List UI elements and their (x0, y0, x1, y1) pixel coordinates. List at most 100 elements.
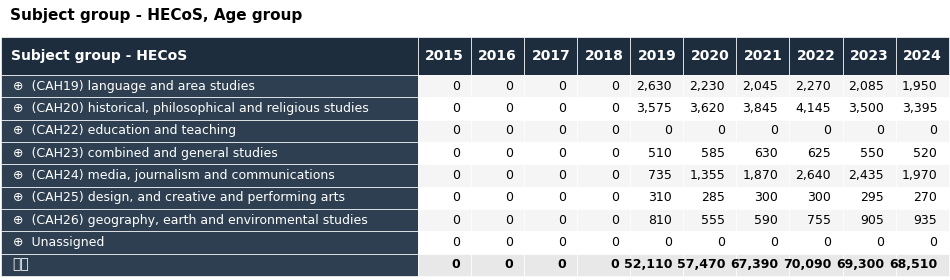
Text: 2023: 2023 (849, 49, 888, 63)
Text: 510: 510 (648, 146, 672, 160)
Text: 0: 0 (452, 191, 460, 204)
Bar (578, 209, 631, 231)
Bar (843, 186, 896, 209)
Bar (631, 38, 683, 75)
Bar (631, 231, 683, 253)
Bar (1, 209, 418, 231)
Text: 0: 0 (876, 236, 884, 249)
Text: 630: 630 (754, 146, 778, 160)
Text: 550: 550 (860, 146, 884, 160)
Bar (418, 186, 471, 209)
Text: 905: 905 (861, 214, 884, 227)
Bar (631, 253, 683, 276)
Bar (843, 75, 896, 97)
Bar (578, 142, 631, 164)
Bar (631, 209, 683, 231)
Bar (736, 253, 789, 276)
Bar (896, 186, 949, 209)
Bar (896, 209, 949, 231)
Bar (524, 231, 578, 253)
Bar (471, 186, 524, 209)
Text: 0: 0 (452, 102, 460, 115)
Text: 0: 0 (823, 124, 831, 137)
Bar (418, 38, 471, 75)
Text: 0: 0 (929, 124, 938, 137)
Bar (683, 97, 736, 120)
Text: 0: 0 (717, 124, 725, 137)
Text: 2,230: 2,230 (690, 80, 725, 92)
Text: ⊕  (CAH19) language and area studies: ⊕ (CAH19) language and area studies (12, 80, 255, 92)
Bar (578, 253, 631, 276)
Bar (524, 164, 578, 186)
Bar (578, 38, 631, 75)
Text: 300: 300 (754, 191, 778, 204)
Text: 0: 0 (504, 236, 513, 249)
Text: 2015: 2015 (426, 49, 465, 63)
Text: 755: 755 (808, 214, 831, 227)
Text: 2,270: 2,270 (795, 80, 831, 92)
Bar (736, 231, 789, 253)
Bar (471, 120, 524, 142)
Text: 0: 0 (611, 169, 619, 182)
Bar (896, 164, 949, 186)
Bar (524, 253, 578, 276)
Bar (896, 120, 949, 142)
Text: 810: 810 (648, 214, 672, 227)
Bar (736, 209, 789, 231)
Text: 0: 0 (611, 236, 619, 249)
Bar (631, 97, 683, 120)
Text: 300: 300 (808, 191, 831, 204)
Text: ⊕  (CAH23) combined and general studies: ⊕ (CAH23) combined and general studies (12, 146, 277, 160)
Text: 0: 0 (504, 102, 513, 115)
Bar (1, 186, 418, 209)
Bar (578, 120, 631, 142)
Text: 0: 0 (558, 124, 566, 137)
Bar (524, 142, 578, 164)
Text: 0: 0 (452, 124, 460, 137)
Bar (418, 97, 471, 120)
Bar (524, 38, 578, 75)
Text: 0: 0 (770, 124, 778, 137)
Text: 0: 0 (876, 124, 884, 137)
Bar (471, 209, 524, 231)
Text: 1,355: 1,355 (690, 169, 725, 182)
Text: 555: 555 (701, 214, 725, 227)
Bar (471, 142, 524, 164)
Text: 0: 0 (611, 80, 619, 92)
Bar (418, 120, 471, 142)
Text: 935: 935 (914, 214, 938, 227)
Bar (631, 75, 683, 97)
Bar (524, 120, 578, 142)
Text: 2018: 2018 (584, 49, 623, 63)
Text: 0: 0 (504, 146, 513, 160)
Bar (524, 209, 578, 231)
Text: ⊕  (CAH25) design, and creative and performing arts: ⊕ (CAH25) design, and creative and perfo… (12, 191, 345, 204)
Bar (631, 164, 683, 186)
Bar (578, 186, 631, 209)
Bar (843, 253, 896, 276)
Bar (1, 142, 418, 164)
Text: 2,630: 2,630 (636, 80, 672, 92)
Bar (843, 164, 896, 186)
Text: 0: 0 (452, 146, 460, 160)
Text: 0: 0 (611, 214, 619, 227)
Text: 0: 0 (504, 191, 513, 204)
Text: 270: 270 (913, 191, 938, 204)
Bar (418, 209, 471, 231)
Text: 0: 0 (504, 169, 513, 182)
Bar (683, 38, 736, 75)
Text: Subject group - HECoS: Subject group - HECoS (10, 49, 187, 63)
Text: 2016: 2016 (479, 49, 517, 63)
Text: 68,510: 68,510 (889, 258, 938, 271)
Bar (418, 231, 471, 253)
Text: 总计: 总计 (12, 258, 29, 272)
Text: 2,085: 2,085 (848, 80, 884, 92)
Text: 1,950: 1,950 (902, 80, 938, 92)
Text: 0: 0 (770, 236, 778, 249)
Text: 70,090: 70,090 (783, 258, 831, 271)
Text: 0: 0 (610, 258, 619, 271)
Text: 2,435: 2,435 (848, 169, 884, 182)
Bar (471, 164, 524, 186)
Bar (896, 38, 949, 75)
Text: 0: 0 (452, 169, 460, 182)
